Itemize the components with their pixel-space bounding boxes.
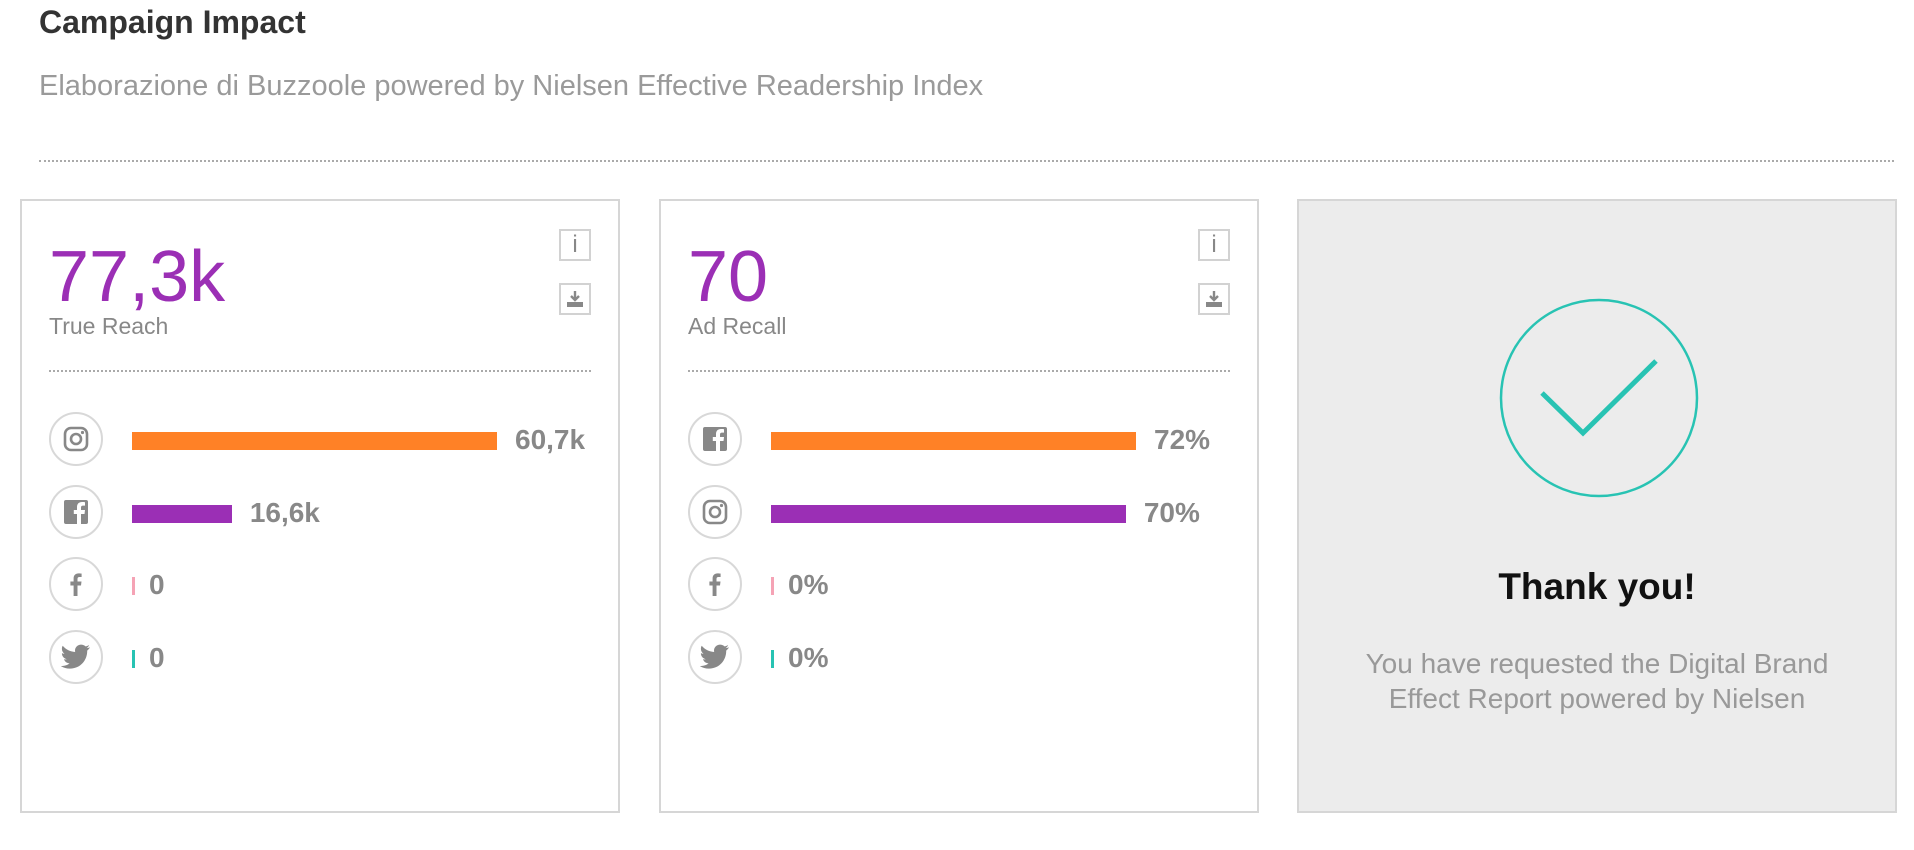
bar-value-label: 0 — [149, 569, 165, 600]
bar-value-label: 70% — [1143, 497, 1200, 528]
bar-value-label: 0% — [788, 642, 829, 673]
page-subtitle: Elaborazione di Buzzoole powered by Niel… — [39, 70, 984, 102]
download-button[interactable] — [559, 283, 591, 315]
thank-you-card: Thank you! You have requested the Digita… — [1297, 199, 1897, 813]
download-icon — [1206, 291, 1222, 307]
bar — [771, 505, 1126, 523]
card-divider — [688, 370, 1230, 372]
social-row: 0 — [49, 630, 609, 686]
info-button[interactable]: i — [559, 229, 591, 261]
instagram-icon — [688, 485, 742, 539]
bar-value-label: 0% — [788, 569, 829, 600]
true-reach-card: 77,3k True Reach i 60,7k 16,6k 0 0 — [20, 199, 620, 813]
social-row: 0% — [688, 630, 1248, 686]
bar — [132, 505, 232, 523]
thank-you-title: Thank you! — [1498, 566, 1696, 607]
bar-value-label: 16,6k — [249, 497, 320, 528]
bar-value-label: 0 — [149, 642, 165, 673]
ad-recall-value: 70 — [688, 237, 769, 317]
social-row: 72% — [688, 412, 1248, 468]
facebook-square-icon — [688, 412, 742, 466]
twitter-icon — [49, 630, 103, 684]
bar — [771, 650, 774, 668]
facebook-f-icon — [688, 557, 742, 611]
bar — [771, 432, 1136, 450]
social-row: 0% — [688, 557, 1248, 613]
true-reach-value: 77,3k — [49, 237, 226, 317]
info-icon: i — [1211, 231, 1217, 258]
download-icon — [567, 291, 583, 307]
facebook-f-icon — [49, 557, 103, 611]
social-row: 0 — [49, 557, 609, 613]
ad-recall-card: 70 Ad Recall i 72% 70% 0% 0% — [659, 199, 1259, 813]
check-circle-icon — [1499, 298, 1699, 498]
card-divider — [49, 370, 591, 372]
social-row: 60,7k — [49, 412, 609, 468]
ad-recall-label: Ad Recall — [688, 313, 787, 339]
bar — [771, 577, 774, 595]
social-row: 16,6k — [49, 485, 609, 541]
info-button[interactable]: i — [1198, 229, 1230, 261]
twitter-icon — [688, 630, 742, 684]
instagram-icon — [49, 412, 103, 466]
bar — [132, 650, 135, 668]
true-reach-label: True Reach — [49, 313, 169, 339]
page-header: Campaign Impact Elaborazione di Buzzoole… — [39, 0, 1894, 106]
bar-value-label: 72% — [1154, 424, 1211, 455]
bar — [132, 432, 497, 450]
info-icon: i — [572, 231, 578, 258]
social-row: 70% — [688, 485, 1248, 541]
download-button[interactable] — [1198, 283, 1230, 315]
header-divider — [39, 160, 1894, 162]
page-title: Campaign Impact — [39, 4, 306, 40]
bar-value-label: 60,7k — [515, 424, 586, 455]
facebook-square-icon — [49, 485, 103, 539]
thank-you-message: You have requested the Digital Brand Eff… — [1365, 648, 1829, 714]
bar — [132, 577, 135, 595]
